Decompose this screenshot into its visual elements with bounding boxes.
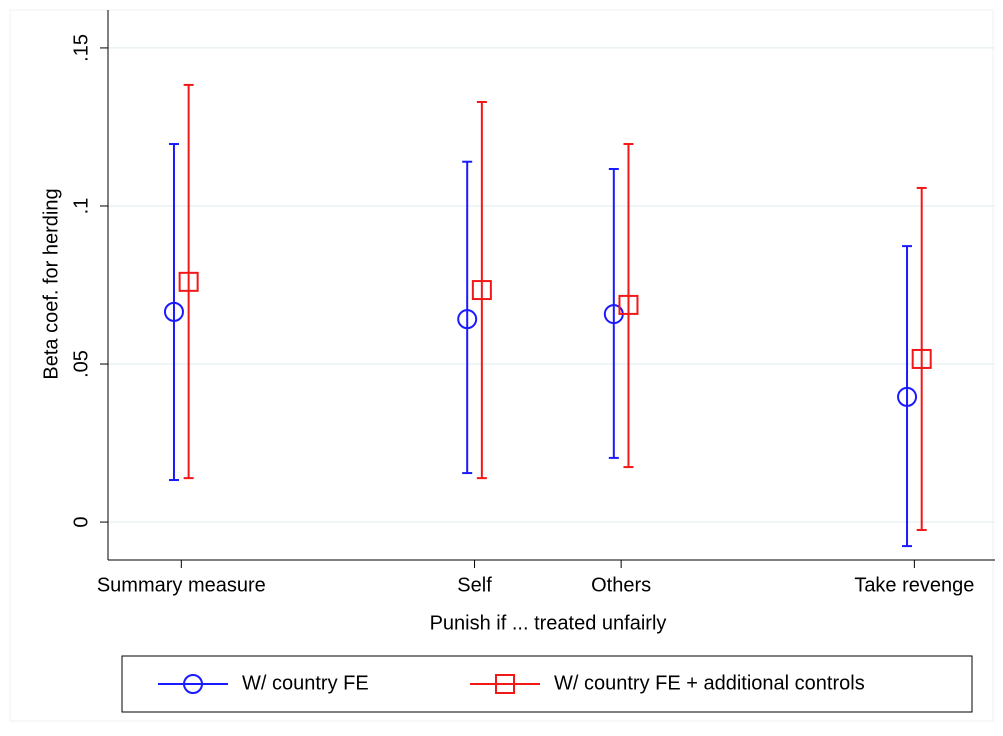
x-axis-title: Punish if ... treated unfairly (430, 612, 667, 634)
marker-circle (163, 301, 184, 322)
marker-square (495, 674, 515, 694)
marker-circle (897, 386, 918, 407)
x-tick-label: Take revenge (854, 574, 974, 596)
legend-box (121, 655, 973, 713)
x-tick-label: Summary measure (97, 574, 266, 596)
legend-label: W/ country FE (242, 672, 369, 694)
marker-circle (183, 674, 203, 694)
y-tick-label: 0 (70, 517, 92, 528)
marker-square (471, 280, 492, 301)
marker-circle (457, 309, 478, 330)
y-axis-title: Beta coef. for herding (40, 188, 62, 379)
legend-label: W/ country FE + additional controls (554, 672, 865, 694)
y-tick-label: .15 (70, 34, 92, 62)
x-tick-label: Self (457, 574, 492, 596)
y-tick-label: .05 (70, 350, 92, 378)
marker-square (178, 271, 199, 292)
y-tick-label: .1 (70, 198, 92, 215)
marker-square (911, 348, 932, 369)
x-tick-label: Others (591, 574, 651, 596)
marker-square (618, 294, 639, 315)
